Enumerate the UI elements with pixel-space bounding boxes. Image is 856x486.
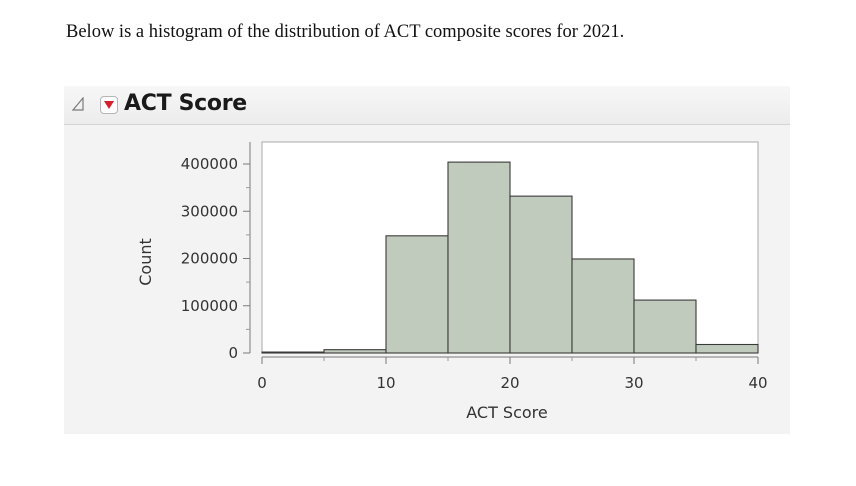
red-triangle-menu-button[interactable]: [100, 96, 118, 114]
histogram-bar: [323, 349, 387, 354]
histogram-bar: [633, 299, 697, 354]
histogram-bar: [385, 235, 449, 354]
panel-title: ACT Score: [124, 91, 247, 116]
y-tick-label: 300000: [181, 202, 238, 220]
intro-text: Below is a histogram of the distribution…: [66, 22, 625, 42]
y-axis-label: Count: [136, 238, 155, 286]
x-axis-label: ACT Score: [466, 403, 548, 422]
x-axis: 0 10 20 30 40: [257, 356, 768, 392]
disclosure-triangle-icon[interactable]: [72, 97, 84, 111]
x-tick-label: 10: [376, 374, 395, 392]
x-tick-label: 0: [257, 374, 267, 392]
histogram-bar: [571, 258, 635, 354]
histogram-bar: [261, 351, 325, 354]
panel-header: ACT Score: [64, 86, 790, 125]
red-triangle-icon: [104, 101, 114, 109]
x-tick-label: 20: [500, 374, 519, 392]
histogram-bar: [695, 343, 759, 354]
bars-group: [261, 161, 759, 354]
y-tick-label: 400000: [181, 155, 238, 173]
y-axis: 0 100000 200000 300000 400000: [181, 142, 251, 362]
histogram-bar: [447, 161, 511, 354]
x-tick-label: 30: [624, 374, 643, 392]
x-tick-label: 40: [748, 374, 767, 392]
y-tick-label: 200000: [181, 250, 238, 268]
y-tick-label: 100000: [181, 297, 238, 315]
y-tick-label: 0: [228, 344, 238, 362]
histogram-bar: [509, 195, 573, 354]
